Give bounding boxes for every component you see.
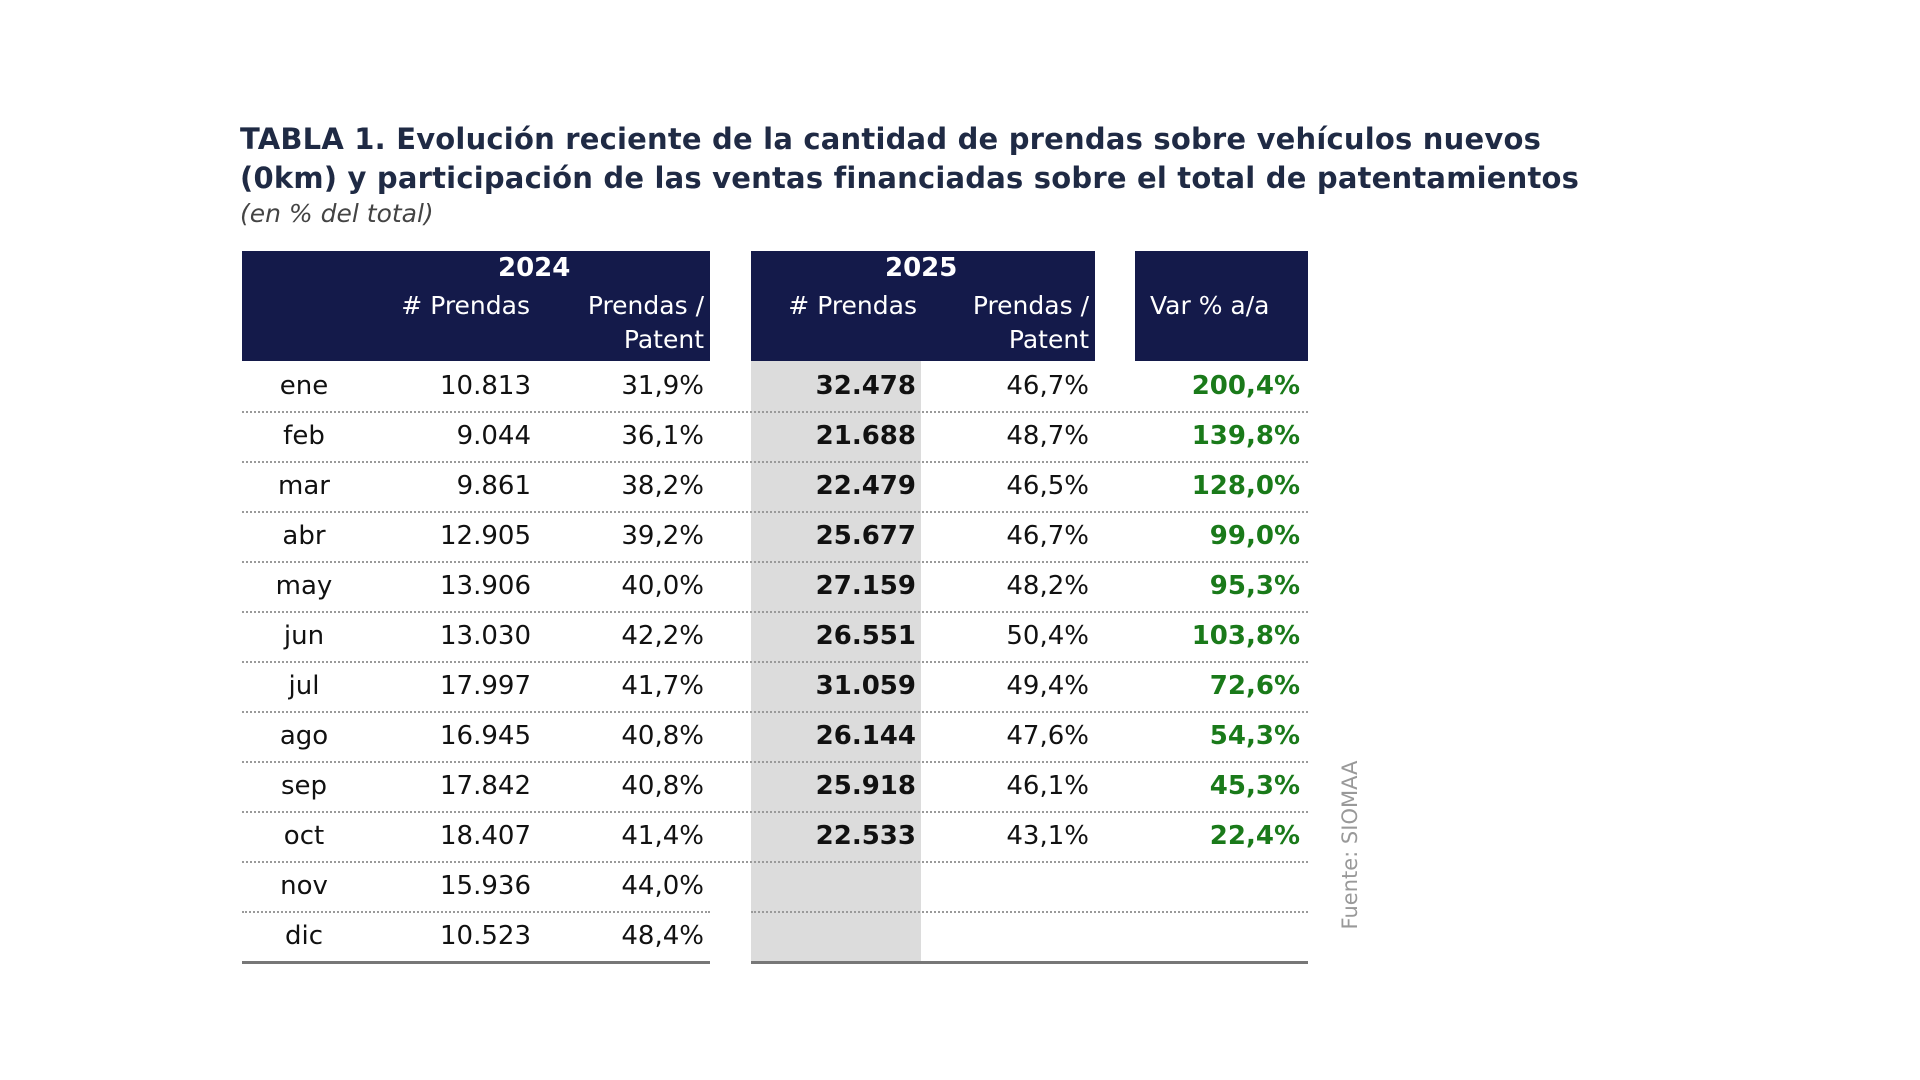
cell-pp2024: 40,8% — [621, 721, 704, 751]
cell-p2024: 18.407 — [440, 821, 531, 851]
cell-pp2024: 38,2% — [621, 471, 704, 501]
cell-var: 95,3% — [1209, 571, 1300, 601]
cell-pp2024: 39,2% — [621, 521, 704, 551]
table-bottom-rule — [751, 961, 1308, 964]
cell-pp2024: 48,4% — [621, 921, 704, 951]
cell-month: feb — [283, 421, 325, 451]
cell-pp2025: 48,7% — [1006, 421, 1089, 451]
cell-p2024: 16.945 — [440, 721, 531, 751]
header-var-label: Var % a/a — [1150, 291, 1270, 320]
row-divider — [242, 861, 1308, 863]
title-line-2: (0km) y participación de las ventas fina… — [240, 161, 1580, 195]
cell-p2024: 9.044 — [456, 421, 531, 451]
cell-month: abr — [282, 521, 326, 551]
cell-pp2024: 31,9% — [621, 371, 704, 401]
table-subtitle: (en % del total) — [240, 199, 434, 228]
row-divider — [242, 911, 710, 913]
row-divider — [751, 911, 1308, 913]
cell-p2025: 32.478 — [815, 371, 916, 401]
cell-var: 72,6% — [1209, 671, 1300, 701]
cell-pp2025: 46,5% — [1006, 471, 1089, 501]
cell-var: 22,4% — [1209, 821, 1300, 851]
cell-p2024: 17.842 — [440, 771, 531, 801]
cell-pp2025: 43,1% — [1006, 821, 1089, 851]
cell-p2025: 26.551 — [815, 621, 916, 651]
cell-pp2025: 46,1% — [1006, 771, 1089, 801]
cell-pp2024: 41,4% — [621, 821, 704, 851]
row-divider — [242, 611, 1308, 613]
cell-month: ene — [279, 371, 329, 401]
cell-p2025: 25.677 — [815, 521, 916, 551]
header-patent-2025-line1: Prendas / — [972, 291, 1089, 320]
cell-month: ago — [279, 721, 329, 751]
header-patent-2024-line1: Prendas / — [587, 291, 704, 320]
cell-var: 54,3% — [1209, 721, 1300, 751]
cell-var: 200,4% — [1191, 371, 1300, 401]
header-prendas-2025: # Prendas — [788, 291, 917, 320]
cell-p2025: 22.479 — [815, 471, 916, 501]
cell-pp2024: 44,0% — [621, 871, 704, 901]
table-title: TABLA 1. Evolución reciente de la cantid… — [240, 120, 1579, 198]
cell-pp2025: 48,2% — [1006, 571, 1089, 601]
cell-month: dic — [284, 921, 324, 951]
cell-var: 99,0% — [1209, 521, 1300, 551]
cell-var: 139,8% — [1191, 421, 1300, 451]
cell-var: 45,3% — [1209, 771, 1300, 801]
source-note: Fuente: SIOMAA — [1338, 760, 1362, 930]
cell-p2024: 10.523 — [440, 921, 531, 951]
cell-pp2024: 40,0% — [621, 571, 704, 601]
cell-pp2025: 46,7% — [1006, 521, 1089, 551]
row-divider — [242, 811, 1308, 813]
cell-p2024: 9.861 — [456, 471, 531, 501]
cell-pp2025: 47,6% — [1006, 721, 1089, 751]
cell-month: sep — [280, 771, 328, 801]
cell-var: 128,0% — [1191, 471, 1300, 501]
cell-p2025: 22.533 — [815, 821, 916, 851]
table-bottom-rule — [242, 961, 710, 964]
cell-pp2024: 41,7% — [621, 671, 704, 701]
row-divider — [242, 511, 1308, 513]
header-year-2024: 2024 — [498, 253, 571, 283]
cell-p2024: 17.997 — [440, 671, 531, 701]
cell-month: jul — [288, 671, 320, 701]
row-divider — [242, 561, 1308, 563]
cell-month: nov — [280, 871, 328, 901]
cell-pp2025: 46,7% — [1006, 371, 1089, 401]
cell-p2025: 21.688 — [815, 421, 916, 451]
cell-pp2024: 42,2% — [621, 621, 704, 651]
row-divider — [242, 461, 1308, 463]
cell-p2024: 10.813 — [440, 371, 531, 401]
cell-pp2025: 50,4% — [1006, 621, 1089, 651]
cell-month: may — [275, 571, 333, 601]
row-divider — [242, 761, 1308, 763]
cell-pp2024: 36,1% — [621, 421, 704, 451]
row-divider — [242, 661, 1308, 663]
cell-p2025: 25.918 — [815, 771, 916, 801]
cell-p2024: 13.030 — [440, 621, 531, 651]
header-2024: 2024 # Prendas Prendas / Patent — [242, 251, 710, 361]
cell-pp2025: 49,4% — [1006, 671, 1089, 701]
cell-pp2024: 40,8% — [621, 771, 704, 801]
cell-month: mar — [278, 471, 330, 501]
row-divider — [242, 411, 1308, 413]
cell-p2025: 27.159 — [815, 571, 916, 601]
header-prendas-2024: # Prendas — [401, 291, 530, 320]
cell-p2024: 13.906 — [440, 571, 531, 601]
cell-p2024: 15.936 — [440, 871, 531, 901]
header-year-2025: 2025 — [885, 253, 958, 283]
header-var: Var % a/a — [1135, 251, 1308, 361]
header-patent-2024-line2: Patent — [623, 325, 704, 354]
cell-var: 103,8% — [1191, 621, 1300, 651]
title-line-1: TABLA 1. Evolución reciente de la cantid… — [240, 122, 1542, 156]
header-2025: 2025 # Prendas Prendas / Patent — [751, 251, 1095, 361]
row-divider — [242, 711, 1308, 713]
cell-month: jun — [283, 621, 325, 651]
cell-month: oct — [283, 821, 325, 851]
cell-p2025: 31.059 — [815, 671, 916, 701]
cell-p2024: 12.905 — [440, 521, 531, 551]
cell-p2025: 26.144 — [815, 721, 916, 751]
header-patent-2025-line2: Patent — [1008, 325, 1089, 354]
